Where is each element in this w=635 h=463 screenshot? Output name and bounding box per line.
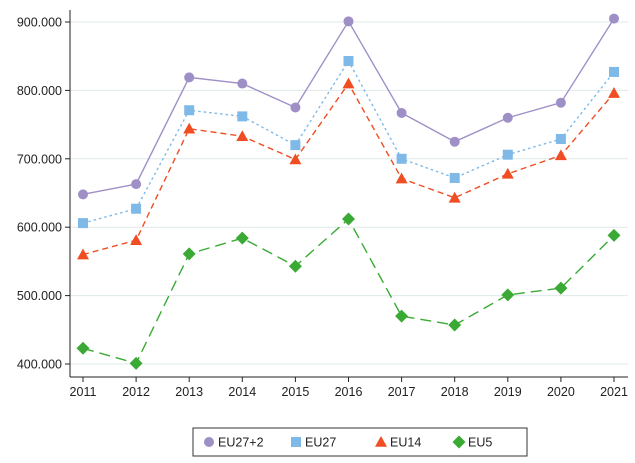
data-point-eu27-2 — [237, 78, 248, 89]
data-point-eu14 — [183, 122, 196, 134]
data-point-eu5 — [182, 247, 196, 261]
x-tick-label: 2018 — [441, 385, 469, 399]
data-point-eu27-2 — [343, 16, 354, 27]
data-point-eu14 — [501, 167, 514, 179]
data-point-eu27-2 — [396, 107, 407, 118]
legend-marker — [452, 435, 466, 449]
data-point-eu27-2 — [131, 179, 142, 190]
data-point-eu14 — [554, 149, 567, 161]
gridlines — [70, 10, 628, 377]
data-point-eu5 — [607, 228, 621, 242]
legend: EU27+2 EU27 EU14 EU5 — [192, 427, 528, 457]
data-point-eu5 — [129, 356, 143, 370]
x-tick-label: 2015 — [281, 385, 309, 399]
plot-area — [70, 10, 628, 377]
data-point-eu5 — [501, 288, 515, 302]
data-point-eu27 — [502, 149, 513, 160]
data-point-eu27 — [290, 140, 301, 151]
data-point-eu27-2 — [290, 102, 301, 113]
legend-label: EU5 — [468, 436, 492, 450]
legend-label: EU27 — [305, 436, 336, 450]
series-group — [76, 13, 621, 370]
data-point-eu5 — [554, 281, 568, 295]
series-eu5 — [76, 212, 621, 370]
data-point-eu27 — [396, 153, 407, 164]
series-eu27-2 — [78, 13, 619, 200]
x-tick-label: 2019 — [494, 385, 522, 399]
legend-label: EU27+2 — [218, 436, 264, 450]
data-point-eu5 — [395, 309, 409, 323]
y-tick-label: 700.000 — [17, 152, 62, 166]
data-point-eu27 — [184, 105, 195, 116]
data-point-eu14 — [289, 153, 302, 165]
data-point-eu5 — [288, 259, 302, 273]
legend-marker — [375, 436, 387, 447]
data-point-eu14 — [77, 248, 89, 260]
y-tick-label: 600.000 — [17, 221, 62, 235]
data-point-eu5 — [76, 341, 90, 355]
data-point-eu14 — [448, 191, 461, 203]
data-point-eu27-2 — [609, 13, 619, 24]
data-point-eu14 — [342, 77, 355, 89]
axes: 400.000 500.000 600.000 700.000 800.000 900.0… — [17, 10, 628, 399]
data-point-eu27 — [237, 111, 248, 122]
x-tick-label: 2013 — [175, 385, 203, 399]
data-point-eu27 — [449, 172, 460, 183]
data-point-eu14 — [608, 87, 620, 98]
y-tick-label: 500.000 — [17, 289, 62, 303]
x-tick-label: 2011 — [70, 385, 97, 399]
legend-marker — [204, 437, 214, 447]
x-tick-label: 2012 — [122, 385, 150, 399]
data-point-eu27 — [343, 55, 354, 66]
x-tick-label: 2020 — [547, 385, 575, 399]
data-point-eu27-2 — [555, 97, 566, 108]
legend-box — [192, 427, 528, 457]
data-point-eu14 — [395, 172, 408, 184]
x-tick-label: 2016 — [335, 385, 363, 399]
legend-marker — [291, 437, 301, 447]
data-point-eu14 — [130, 234, 143, 245]
series-eu14 — [77, 77, 620, 260]
data-point-eu27-2 — [502, 112, 513, 123]
data-point-eu27 — [78, 218, 88, 229]
series-eu27 — [78, 55, 619, 229]
data-point-eu5 — [448, 318, 462, 332]
data-point-eu27-2 — [449, 136, 460, 147]
y-tick-label: 900.000 — [17, 16, 62, 30]
data-point-eu27 — [555, 133, 566, 144]
y-tick-label: 800.000 — [17, 84, 62, 98]
y-tick-label: 400.000 — [17, 358, 62, 372]
legend-label: EU14 — [390, 436, 421, 450]
data-point-eu27-2 — [78, 189, 88, 200]
data-point-eu27 — [131, 203, 142, 214]
x-tick-label: 2021 — [600, 385, 628, 399]
data-point-eu27-2 — [184, 72, 195, 83]
data-point-eu5 — [342, 212, 355, 226]
x-tick-label: 2014 — [228, 385, 256, 399]
data-point-eu5 — [235, 231, 249, 245]
data-point-eu27 — [609, 66, 619, 77]
x-tick-label: 2017 — [388, 385, 416, 399]
data-point-eu14 — [236, 130, 249, 142]
